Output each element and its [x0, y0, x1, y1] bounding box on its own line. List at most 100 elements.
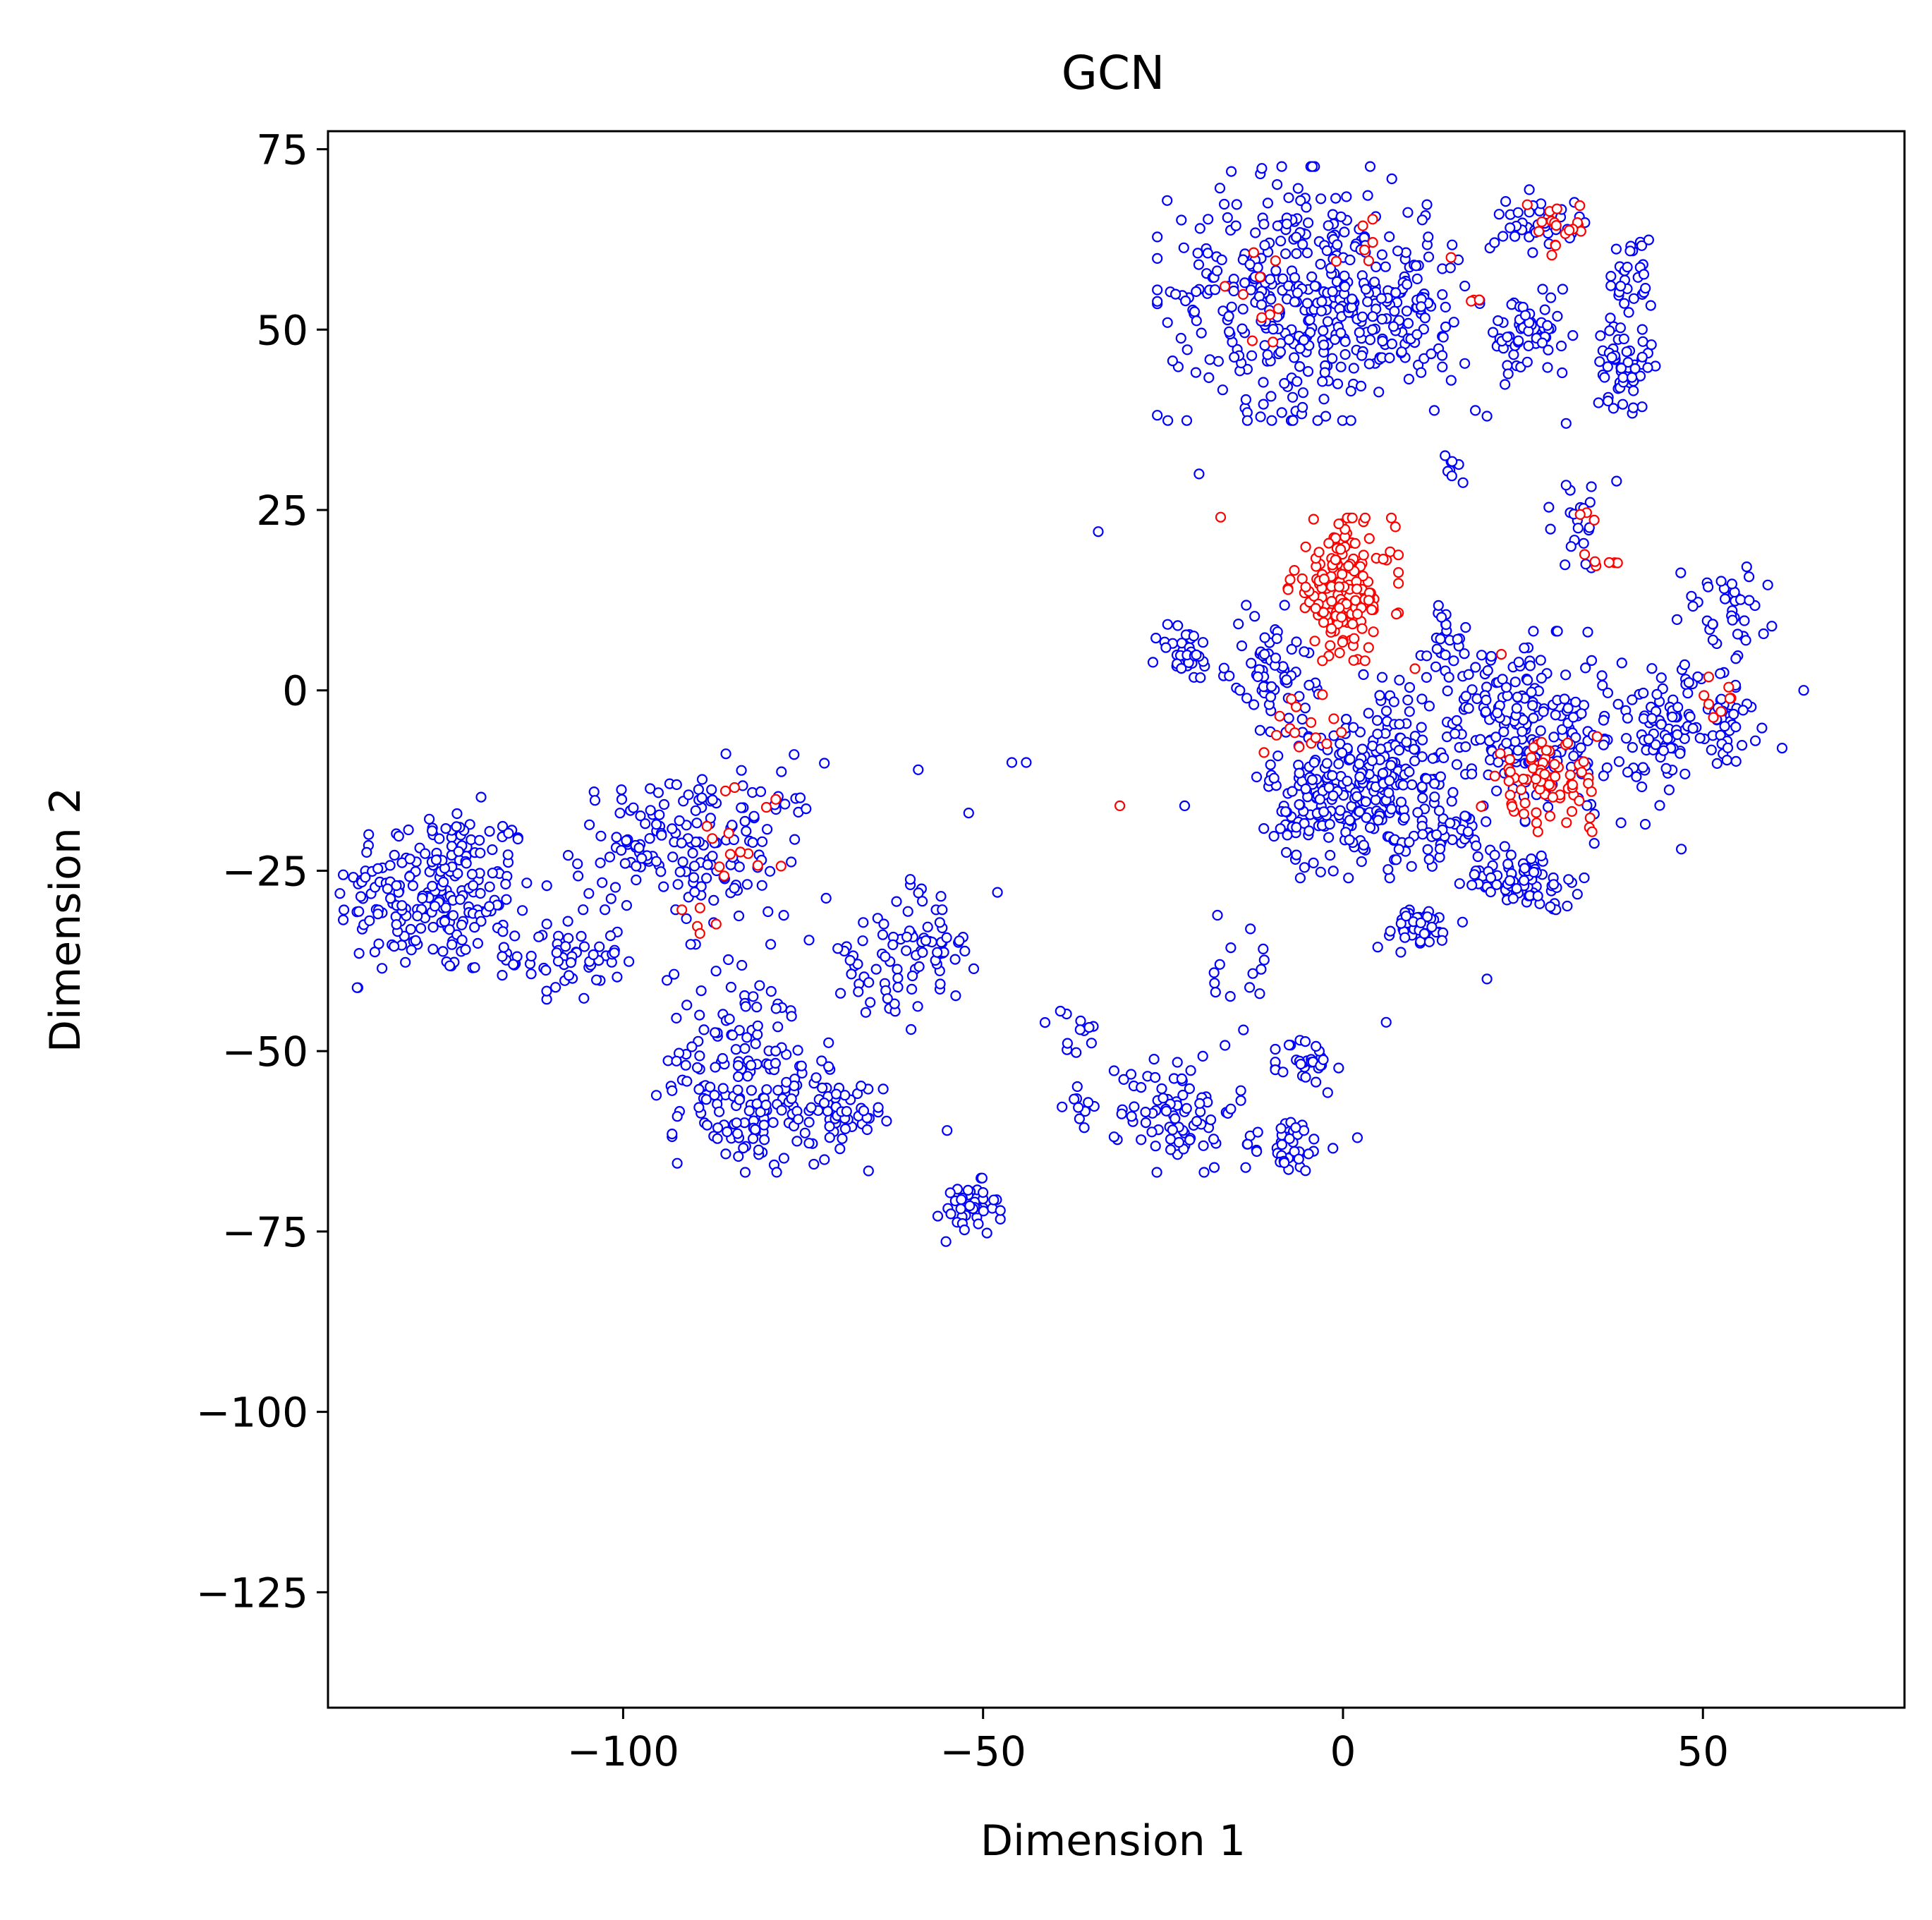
data-point-blue: [1384, 231, 1395, 243]
data-point-blue: [1380, 705, 1392, 717]
data-point-blue: [1384, 352, 1395, 363]
data-point-blue: [1415, 917, 1426, 929]
data-point-blue: [1254, 724, 1266, 736]
data-point-red: [1565, 770, 1576, 781]
data-point-blue: [1184, 1134, 1196, 1146]
data-point-blue: [1399, 812, 1410, 824]
data-point-blue: [700, 873, 712, 884]
data-point-blue: [1403, 373, 1415, 385]
data-point-blue: [765, 985, 777, 997]
data-point-blue: [1344, 815, 1356, 826]
data-point-red: [1507, 801, 1518, 813]
data-point-blue: [609, 947, 620, 959]
data-point-blue: [1421, 672, 1433, 683]
data-point-red: [1531, 818, 1542, 829]
data-point-blue: [1241, 415, 1253, 426]
data-point-blue: [437, 946, 449, 957]
data-point-blue: [1277, 273, 1289, 284]
data-point-blue: [1185, 1065, 1196, 1076]
data-point-blue: [355, 891, 367, 902]
data-point-blue: [353, 947, 365, 959]
data-point-blue: [1328, 865, 1339, 877]
data-point-red: [1348, 655, 1359, 666]
data-point-blue: [1152, 296, 1163, 307]
data-point-blue: [635, 810, 646, 822]
data-point-blue: [1306, 271, 1318, 282]
data-point-blue: [1126, 1111, 1137, 1122]
data-point-blue: [935, 891, 947, 902]
data-point-blue: [1021, 757, 1032, 768]
data-point-blue: [1727, 614, 1738, 626]
data-point-blue: [906, 970, 918, 982]
data-point-blue: [451, 821, 462, 832]
data-point-blue: [709, 1089, 720, 1101]
data-point-blue: [1386, 338, 1398, 350]
data-point-red: [1343, 560, 1354, 572]
data-point-blue: [892, 981, 904, 993]
data-point-blue: [372, 909, 384, 920]
data-point-blue: [694, 1009, 705, 1021]
data-point-blue: [1152, 410, 1163, 421]
data-point-blue: [1489, 237, 1500, 248]
data-point-blue: [1580, 559, 1591, 570]
data-point-blue: [389, 849, 400, 861]
data-point-blue: [1356, 743, 1368, 755]
data-point-blue: [1505, 849, 1517, 861]
data-point-blue: [1361, 812, 1372, 823]
data-point-blue: [525, 950, 537, 962]
data-point-blue: [1662, 733, 1673, 744]
data-point-blue: [1658, 745, 1669, 756]
data-point-blue: [832, 943, 844, 954]
data-point-blue: [1233, 618, 1244, 630]
data-point-blue: [892, 972, 904, 984]
data-point-blue: [739, 1167, 751, 1178]
data-point-red: [1349, 633, 1360, 644]
data-point-blue: [1623, 307, 1634, 318]
data-point-blue: [1286, 643, 1297, 655]
data-point-blue: [1545, 523, 1556, 535]
data-point-blue: [1615, 817, 1627, 829]
data-point-blue: [743, 1105, 755, 1117]
data-point-blue: [466, 868, 478, 880]
data-point-blue: [1287, 415, 1299, 426]
data-point-blue: [1470, 662, 1481, 673]
data-point-blue: [803, 1138, 815, 1149]
data-point-blue: [1502, 368, 1514, 379]
data-point-blue: [1418, 928, 1430, 940]
data-point-blue: [1417, 792, 1428, 804]
data-point-blue: [1617, 372, 1629, 383]
data-point-blue: [1226, 301, 1237, 312]
data-point-red: [1392, 566, 1404, 578]
data-point-blue: [1421, 199, 1433, 210]
data-point-blue: [1291, 636, 1302, 648]
data-point-blue: [589, 795, 601, 806]
data-point-blue: [1332, 239, 1343, 250]
data-point-blue: [1595, 330, 1606, 341]
data-point-blue: [1245, 923, 1256, 935]
data-point-blue: [1545, 901, 1556, 913]
data-point-blue: [1208, 1134, 1220, 1145]
data-point-blue: [1258, 219, 1270, 230]
data-point-red: [1489, 770, 1500, 782]
data-point-blue: [772, 1021, 784, 1033]
data-point-blue: [1292, 287, 1304, 298]
data-point-blue: [680, 1059, 691, 1071]
data-point-blue: [1339, 270, 1350, 281]
data-point-blue: [748, 991, 759, 1002]
data-point-red: [1366, 604, 1378, 616]
data-point-blue: [1603, 395, 1614, 407]
data-point-blue: [1500, 379, 1511, 390]
data-point-blue: [1613, 756, 1624, 767]
data-point-blue: [1311, 1040, 1322, 1052]
data-point-blue: [913, 887, 924, 899]
data-point-red: [1574, 200, 1586, 212]
data-point-blue: [1302, 217, 1314, 229]
data-point-blue: [1645, 300, 1656, 311]
data-point-blue: [818, 1098, 830, 1109]
data-point-blue: [1776, 742, 1788, 754]
data-point-blue: [361, 846, 372, 858]
data-point-blue: [484, 881, 495, 892]
data-point-blue: [1411, 273, 1423, 284]
data-point-blue: [791, 1136, 803, 1147]
data-point-blue: [1340, 713, 1352, 725]
